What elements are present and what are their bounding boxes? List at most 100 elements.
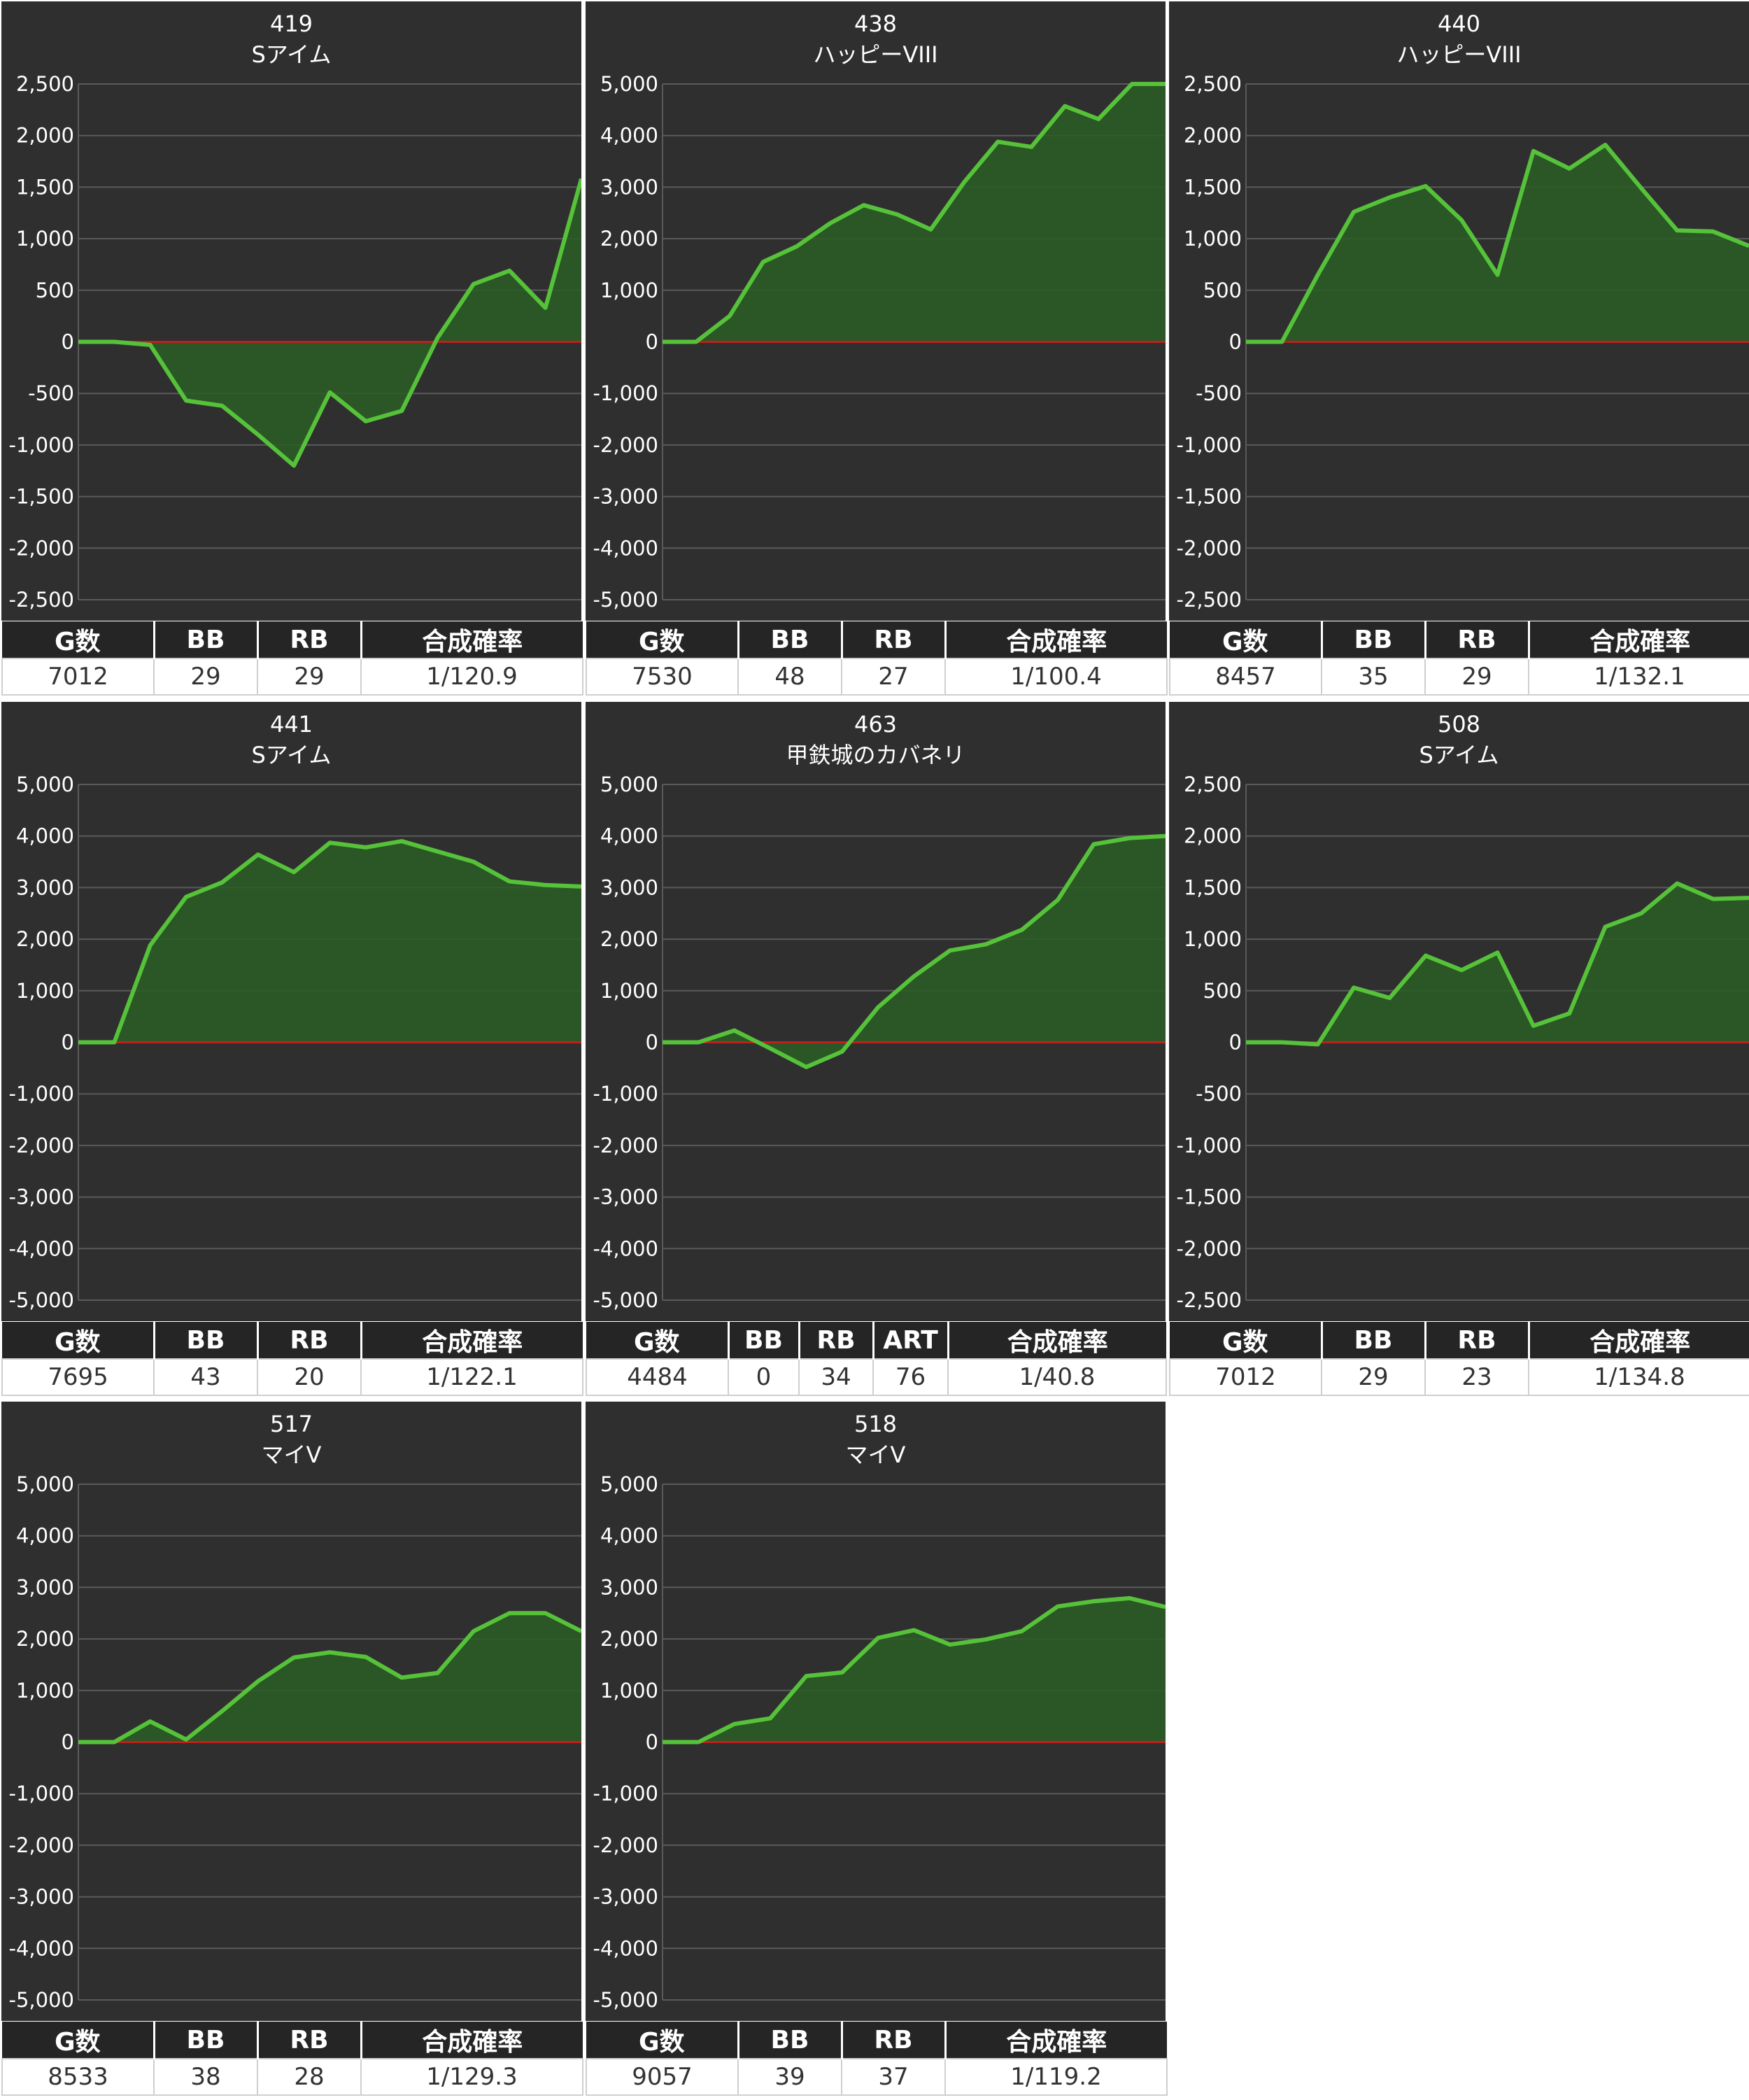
series-line xyxy=(663,1595,1166,1745)
stats-header: G数 xyxy=(586,1322,728,1359)
y-tick-label: -1,000 xyxy=(593,1082,659,1106)
stats-value: 1/122.1 xyxy=(360,1358,583,1396)
stats-header: RB xyxy=(256,1322,361,1359)
stats-header: RB xyxy=(1424,1322,1529,1359)
machine-name: Sアイム xyxy=(251,742,332,768)
stats-value: 27 xyxy=(841,658,946,696)
machine-number: 508 xyxy=(1437,711,1481,738)
stats-table: G数 BB RB 合成確率 9057 39 37 1/119.2 xyxy=(586,2022,1168,2096)
y-tick-label: -5,000 xyxy=(9,1988,75,2012)
y-tick-label: 500 xyxy=(1203,279,1242,302)
y-tick-label: 4,000 xyxy=(16,824,74,848)
stats-value: 29 xyxy=(153,658,258,696)
y-tick-label: -1,500 xyxy=(9,485,75,509)
y-tick-label: -2,000 xyxy=(1177,1236,1242,1260)
y-tick-label: -5,000 xyxy=(593,588,659,612)
y-tick-label: 5,000 xyxy=(600,1472,658,1496)
chart-svg: 2,500 2,000 1,500 1,000 500 0 -500 -1,000 -1,500… xyxy=(9,72,581,612)
y-tick-label: 1,000 xyxy=(1184,927,1242,951)
stats-header: RB xyxy=(256,621,361,658)
y-tick-label: -2,500 xyxy=(1177,588,1242,612)
y-tick-label: 0 xyxy=(62,1031,74,1055)
stats-header: BB xyxy=(737,621,842,658)
y-tick-label: 2,000 xyxy=(1184,824,1242,848)
stats-value: 23 xyxy=(1424,1358,1529,1396)
stats-header: RB xyxy=(1424,621,1529,658)
y-tick-label: 1,000 xyxy=(16,227,74,251)
y-tick-label: 5,000 xyxy=(600,773,658,796)
stats-value: 43 xyxy=(153,1358,258,1396)
machine-panel: 5,000 4,000 3,000 2,000 1,000 0 -1,000 -2,000 -3… xyxy=(1,1402,583,2100)
y-tick-label: -2,000 xyxy=(593,433,659,457)
series-line xyxy=(78,839,581,1045)
stats-table: G数 BB RB 合成確率 8457 35 29 1/132.1 xyxy=(1169,621,1749,696)
stats-header: G数 xyxy=(2,2022,154,2059)
chart-area: 5,000 4,000 3,000 2,000 1,000 0 -1,000 -2,000 -3… xyxy=(586,702,1166,1321)
chart-area: 2,500 2,000 1,500 1,000 500 0 -500 -1,000 -1,500… xyxy=(1169,702,1749,1321)
y-tick-label: 0 xyxy=(1229,1031,1242,1055)
y-tick-label: 3,000 xyxy=(600,875,658,899)
y-tick-label: 5,000 xyxy=(16,1472,74,1496)
y-tick-label: 2,500 xyxy=(16,72,74,96)
chart-svg: 5,000 4,000 3,000 2,000 1,000 0 -1,000 -2,000 -3… xyxy=(593,1472,1166,2012)
stats-header: 合成確率 xyxy=(944,2022,1167,2059)
y-tick-label: 1,000 xyxy=(600,979,658,1003)
machine-number: 463 xyxy=(854,711,898,738)
stats-value: 20 xyxy=(257,1358,362,1396)
y-tick-label: -500 xyxy=(28,381,74,405)
y-tick-label: -1,000 xyxy=(593,1782,659,1805)
stats-header: BB xyxy=(727,1322,799,1359)
y-tick-label: -500 xyxy=(1196,381,1242,405)
y-tick-label: 500 xyxy=(1203,979,1242,1003)
y-tick-label: 1,500 xyxy=(16,175,74,199)
machine-number: 517 xyxy=(269,1411,313,1437)
y-tick-label: -4,000 xyxy=(9,1936,75,1960)
chart-area: 5,000 4,000 3,000 2,000 1,000 0 -1,000 -2,000 -3… xyxy=(1,702,581,1321)
stats-value: 1/132.1 xyxy=(1528,658,1749,696)
stats-table: G数 BB RB 合成確率 7012 29 23 1/134.8 xyxy=(1169,1322,1749,1396)
y-tick-label: 4,000 xyxy=(600,824,658,848)
stats-value: 29 xyxy=(257,658,362,696)
stats-header: BB xyxy=(153,621,257,658)
y-tick-label: -5,000 xyxy=(593,1988,659,2012)
stats-header: BB xyxy=(737,2022,842,2059)
stats-value: 37 xyxy=(841,2058,946,2096)
stats-header: RB xyxy=(798,1322,873,1359)
chart-area: 2,500 2,000 1,500 1,000 500 0 -500 -1,000 -1,500… xyxy=(1,1,581,621)
y-tick-label: -1,500 xyxy=(1177,1185,1242,1209)
y-tick-label: 0 xyxy=(646,1731,658,1754)
stats-value: 8457 xyxy=(1169,658,1322,696)
chart-area: 5,000 4,000 3,000 2,000 1,000 0 -1,000 -2,000 -3… xyxy=(1,1402,581,2021)
stats-header: 合成確率 xyxy=(360,621,583,658)
y-tick-label: 2,500 xyxy=(1184,773,1242,796)
machine-number: 441 xyxy=(269,711,313,738)
stats-header: 合成確率 xyxy=(1527,1322,1749,1359)
series-line xyxy=(1246,881,1749,1047)
y-tick-label: 4,000 xyxy=(600,1524,658,1548)
y-tick-label: 2,000 xyxy=(600,927,658,951)
y-tick-label: 2,000 xyxy=(600,227,658,251)
y-tick-label: -1,000 xyxy=(9,1782,75,1805)
stats-value: 1/40.8 xyxy=(947,1358,1167,1396)
y-tick-label: -2,500 xyxy=(9,588,75,612)
y-tick-label: -2,000 xyxy=(9,1134,75,1157)
stats-header: RB xyxy=(840,621,945,658)
machine-name: ハッピーVIII xyxy=(813,41,938,68)
y-tick-label: -3,000 xyxy=(9,1185,75,1209)
y-tick-label: -2,000 xyxy=(9,1833,75,1857)
y-tick-label: 2,000 xyxy=(1184,124,1242,148)
machine-panel: 2,500 2,000 1,500 1,000 500 0 -500 -1,000 -1,500… xyxy=(1169,1,1749,700)
machine-number: 419 xyxy=(269,10,313,37)
stats-value: 4484 xyxy=(586,1358,729,1396)
y-tick-label: 0 xyxy=(1229,330,1242,354)
series-area xyxy=(78,178,581,466)
stats-table: G数 BB RB 合成確率 8533 38 28 1/129.3 xyxy=(1,2022,583,2096)
y-tick-label: -500 xyxy=(1196,1082,1242,1106)
y-tick-label: -2,000 xyxy=(9,536,75,560)
y-tick-label: 4,000 xyxy=(16,1524,74,1548)
stats-header: RB xyxy=(840,2022,945,2059)
stats-value: 1/119.2 xyxy=(944,2058,1168,2096)
stats-header: 合成確率 xyxy=(944,621,1167,658)
stats-header: RB xyxy=(256,2022,361,2059)
machine-panel: 2,500 2,000 1,500 1,000 500 0 -500 -1,000 -1,500… xyxy=(1,1,583,700)
